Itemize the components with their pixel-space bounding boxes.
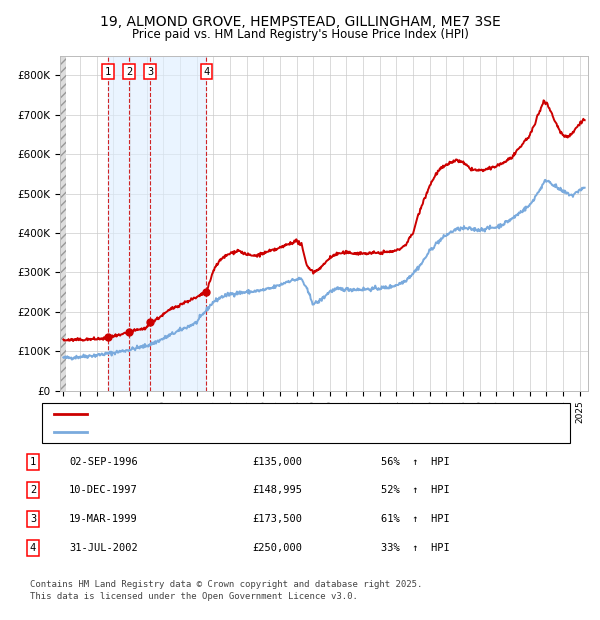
Text: £173,500: £173,500 — [252, 514, 302, 524]
Text: £148,995: £148,995 — [252, 485, 302, 495]
Bar — [108, 56, 206, 391]
Text: 3: 3 — [147, 66, 153, 76]
Text: 1: 1 — [104, 66, 111, 76]
Bar — [60, 56, 66, 391]
Text: 2: 2 — [126, 66, 132, 76]
Text: 4: 4 — [30, 543, 36, 553]
Text: 2: 2 — [30, 485, 36, 495]
Text: Price paid vs. HM Land Registry's House Price Index (HPI): Price paid vs. HM Land Registry's House … — [131, 28, 469, 41]
Text: Contains HM Land Registry data © Crown copyright and database right 2025.: Contains HM Land Registry data © Crown c… — [30, 580, 422, 588]
Text: 56%  ↑  HPI: 56% ↑ HPI — [381, 457, 450, 467]
Text: 02-SEP-1996: 02-SEP-1996 — [69, 457, 138, 467]
Text: £135,000: £135,000 — [252, 457, 302, 467]
Text: 33%  ↑  HPI: 33% ↑ HPI — [381, 543, 450, 553]
Text: 19, ALMOND GROVE, HEMPSTEAD, GILLINGHAM, ME7 3SE: 19, ALMOND GROVE, HEMPSTEAD, GILLINGHAM,… — [100, 16, 500, 30]
Text: 31-JUL-2002: 31-JUL-2002 — [69, 543, 138, 553]
Text: 4: 4 — [203, 66, 209, 76]
Text: 19-MAR-1999: 19-MAR-1999 — [69, 514, 138, 524]
Text: 10-DEC-1997: 10-DEC-1997 — [69, 485, 138, 495]
Text: HPI: Average price, detached house, Medway: HPI: Average price, detached house, Medw… — [93, 427, 314, 437]
Text: 1: 1 — [30, 457, 36, 467]
Text: 3: 3 — [30, 514, 36, 524]
Text: £250,000: £250,000 — [252, 543, 302, 553]
Text: 19, ALMOND GROVE, HEMPSTEAD, GILLINGHAM, ME7 3SE (detached house): 19, ALMOND GROVE, HEMPSTEAD, GILLINGHAM,… — [93, 409, 465, 419]
Text: 52%  ↑  HPI: 52% ↑ HPI — [381, 485, 450, 495]
Text: This data is licensed under the Open Government Licence v3.0.: This data is licensed under the Open Gov… — [30, 592, 358, 601]
Text: 61%  ↑  HPI: 61% ↑ HPI — [381, 514, 450, 524]
